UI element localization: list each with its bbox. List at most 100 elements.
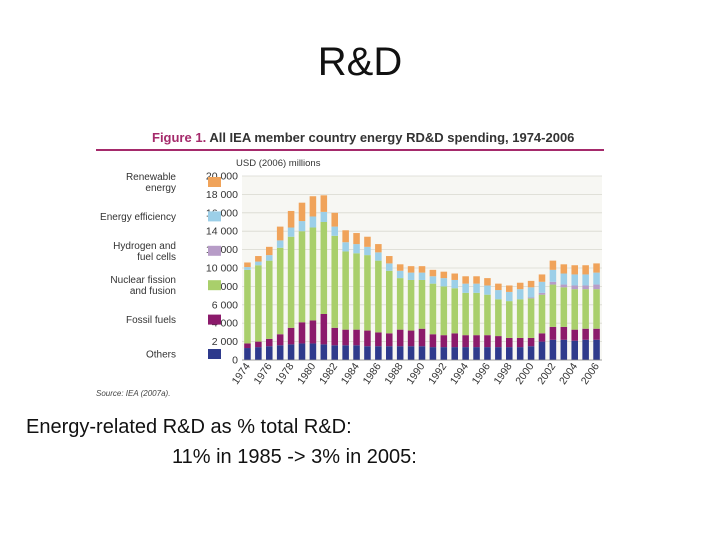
y-tick-label: 14 000	[206, 226, 238, 238]
bar-segment-renewable-energy-2000	[527, 280, 535, 288]
bar-segment-nuclear-fission-and-fusion-1997	[495, 299, 502, 337]
bar-segment-others-1994	[462, 347, 469, 360]
bar-segment-nuclear-fission-and-fusion-1983	[342, 251, 349, 330]
x-tick-label: 2002	[535, 361, 558, 387]
x-tick-label: 1992	[426, 361, 449, 387]
bar-segment-fossil-fuels-1978	[287, 327, 295, 345]
bar-segment-fossil-fuels-1997	[495, 336, 502, 348]
bar-segment-others-1982	[331, 345, 338, 360]
y-tick-label: 0	[232, 355, 238, 367]
figure-header: Figure 1. All IEA member country energy …	[96, 130, 604, 151]
bar-segment-others-2004	[571, 340, 578, 360]
bar-segment-renewable-energy-1998	[506, 285, 513, 292]
bar-segment-renewable-energy-1979	[298, 202, 306, 222]
bar-segment-nuclear-fission-and-fusion-1978	[287, 236, 295, 328]
bar-segment-renewable-energy-1978	[287, 210, 295, 228]
bar-segment-energy-efficiency-2005	[582, 274, 589, 286]
bar-segment-nuclear-fission-and-fusion-2001	[538, 294, 546, 334]
bar-segment-others-1987	[386, 346, 393, 360]
bar-segment-energy-efficiency-2001	[538, 281, 546, 293]
bar-segment-renewable-energy-2006	[593, 263, 600, 273]
bar-segment-energy-efficiency-1990	[418, 272, 426, 280]
x-tick-label: 1980	[295, 361, 318, 387]
bar-segment-others-2000	[527, 346, 535, 360]
legend-swatch-energy-efficiency	[208, 211, 221, 222]
bar-segment-hydrogen-and-fuel-cells-2005	[582, 285, 589, 290]
bar-segment-others-1997	[495, 347, 502, 360]
bar-segment-fossil-fuels-1995	[473, 335, 480, 348]
bar-segment-fossil-fuels-2001	[538, 333, 546, 342]
bar-segment-nuclear-fission-and-fusion-1992	[440, 286, 448, 336]
bar-segment-fossil-fuels-1988	[396, 329, 404, 347]
bar-segment-others-1975	[255, 347, 262, 360]
bar-segment-renewable-energy-1980	[309, 196, 317, 217]
bar-segment-nuclear-fission-and-fusion-1988	[396, 278, 404, 330]
bar-segment-energy-efficiency-2004	[571, 274, 578, 286]
figure-label: Figure 1.	[152, 130, 207, 145]
bar-segment-energy-efficiency-1982	[331, 226, 338, 236]
bar-segment-renewable-energy-1974	[244, 262, 251, 268]
bar-segment-renewable-energy-2005	[582, 265, 589, 275]
bar-segment-nuclear-fission-and-fusion-2004	[571, 289, 578, 330]
bar-segment-others-1992	[440, 347, 448, 360]
bar-segment-others-1991	[429, 347, 437, 360]
bar-segment-renewable-energy-1983	[342, 230, 349, 243]
bar-segment-nuclear-fission-and-fusion-1995	[473, 292, 480, 336]
bar-segment-nuclear-fission-and-fusion-2003	[560, 287, 568, 327]
bar-segment-energy-efficiency-1994	[462, 283, 469, 293]
bar-segment-nuclear-fission-and-fusion-1981	[320, 222, 328, 314]
x-tick-label: 2006	[579, 361, 602, 387]
x-tick-label: 1982	[317, 361, 340, 387]
legend-swatch-hydrogen-and-fuel-cells	[208, 245, 221, 256]
bar-segment-hydrogen-and-fuel-cells-2000	[527, 297, 535, 299]
bar-segment-nuclear-fission-and-fusion-1996	[484, 294, 491, 336]
bar-segment-energy-efficiency-1997	[495, 290, 502, 300]
bar-segment-energy-efficiency-1983	[342, 242, 349, 252]
bar-segment-renewable-energy-2001	[538, 274, 546, 282]
bar-segment-nuclear-fission-and-fusion-1989	[407, 279, 415, 331]
bar-segment-fossil-fuels-1991	[429, 334, 437, 348]
x-tick-label: 1990	[404, 361, 427, 387]
bar-segment-others-1996	[484, 347, 491, 360]
x-tick-label: 1996	[470, 361, 493, 387]
bar-segment-others-1988	[396, 346, 404, 360]
legend-swatch-others	[208, 349, 221, 359]
bar-segment-hydrogen-and-fuel-cells-2004	[571, 285, 578, 290]
bar-segment-nuclear-fission-and-fusion-1990	[418, 279, 426, 329]
bar-segment-others-2006	[593, 339, 600, 360]
bar-segment-energy-efficiency-1993	[451, 279, 458, 289]
bar-segment-nuclear-fission-and-fusion-1974	[244, 269, 251, 344]
bar-segment-hydrogen-and-fuel-cells-2006	[593, 284, 600, 290]
bar-segment-others-1995	[473, 347, 480, 360]
x-tick-label: 1994	[448, 361, 471, 387]
bar-segment-fossil-fuels-1992	[440, 335, 448, 348]
y-tick-label: 10 000	[206, 263, 238, 275]
bar-segment-energy-efficiency-1984	[353, 244, 360, 254]
bar-segment-nuclear-fission-and-fusion-1977	[276, 247, 284, 335]
bar-segment-energy-efficiency-2006	[593, 272, 600, 285]
bar-segment-fossil-fuels-1999	[516, 337, 524, 348]
bar-segment-fossil-fuels-2003	[560, 326, 568, 340]
bar-segment-renewable-energy-1995	[473, 276, 480, 284]
bar-segment-others-1998	[506, 347, 513, 360]
bar-segment-nuclear-fission-and-fusion-1987	[386, 270, 393, 334]
caption-line-2: 11% in 1985 -> 3% in 2005:	[172, 446, 417, 468]
bar-segment-nuclear-fission-and-fusion-1984	[353, 253, 360, 330]
bar-segment-renewable-energy-1986	[375, 244, 382, 253]
bar-segment-fossil-fuels-1993	[451, 333, 458, 348]
bar-segment-fossil-fuels-1996	[484, 335, 491, 348]
bar-segment-renewable-energy-1977	[276, 226, 284, 241]
bar-segment-renewable-energy-1991	[429, 269, 437, 277]
bar-segment-nuclear-fission-and-fusion-1985	[364, 255, 371, 331]
bar-segment-energy-efficiency-1999	[516, 289, 524, 300]
bar-segment-renewable-energy-1976	[266, 246, 273, 256]
bar-segment-others-1981	[320, 344, 328, 360]
x-tick-label: 1998	[492, 361, 515, 387]
bar-segment-fossil-fuels-1984	[353, 329, 360, 346]
y-tick-label: 18 000	[206, 189, 238, 201]
bar-segment-fossil-fuels-1983	[342, 329, 349, 346]
bar-segment-renewable-energy-2004	[571, 265, 578, 275]
bar-segment-hydrogen-and-fuel-cells-2003	[560, 284, 568, 288]
bar-segment-others-1978	[287, 344, 295, 360]
y-tick-label: 2 000	[212, 336, 238, 348]
